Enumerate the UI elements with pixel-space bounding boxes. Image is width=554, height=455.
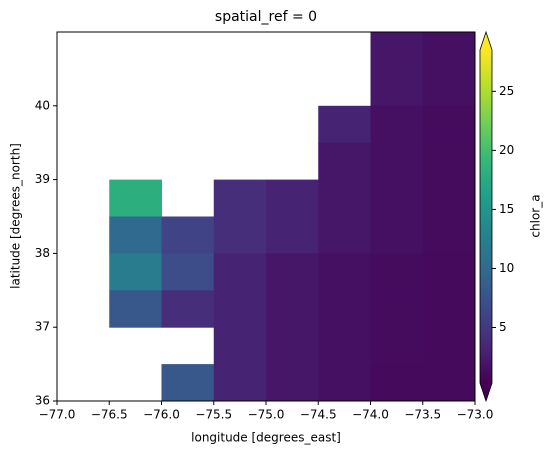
heat-cell	[318, 179, 371, 217]
heat-cell	[370, 68, 424, 107]
heat-cell	[109, 253, 162, 291]
heat-cell	[370, 364, 424, 402]
heat-cell	[422, 364, 476, 402]
x-tick-label: −75.0	[248, 408, 285, 422]
heat-cell	[266, 364, 319, 402]
colorbar-tick-label: 5	[499, 320, 507, 334]
heat-cell	[266, 327, 319, 365]
heat-cell	[422, 68, 476, 107]
heat-cell	[370, 179, 424, 217]
heat-cell	[422, 327, 476, 365]
heat-cell	[213, 253, 267, 291]
x-tick-label: −76.0	[143, 408, 180, 422]
heat-cell	[266, 216, 319, 254]
heat-cell	[422, 32, 476, 70]
heat-cell	[422, 216, 476, 254]
colorbar-tick-label: 10	[499, 261, 514, 275]
x-tick-label: −74.5	[300, 408, 337, 422]
heat-cell	[370, 216, 424, 254]
heat-cell	[213, 327, 267, 365]
heat-cell	[161, 364, 215, 402]
heat-cell	[422, 142, 476, 181]
heat-cell	[109, 216, 162, 254]
heat-cell	[213, 290, 267, 328]
y-tick-label: 40	[35, 98, 50, 112]
heat-cell	[370, 32, 424, 70]
colorbar-tick-label: 25	[499, 84, 514, 98]
heat-cell	[422, 105, 476, 144]
heat-cell	[266, 253, 319, 291]
heat-cell	[370, 142, 424, 181]
heat-cell	[370, 105, 424, 144]
heat-cell	[318, 290, 371, 328]
x-tick-label: −77.0	[39, 408, 76, 422]
heat-cell	[161, 290, 215, 328]
heat-cell	[213, 364, 267, 402]
colorbar-extend-bottom	[480, 383, 492, 401]
heat-cell	[213, 216, 267, 254]
heat-cell	[213, 179, 267, 217]
heat-cell	[318, 105, 371, 144]
heat-cell	[318, 216, 371, 254]
heat-cell	[161, 216, 215, 254]
y-axis-label: latitude [degrees_north]	[9, 143, 23, 289]
x-tick-label: −74.0	[352, 408, 389, 422]
y-tick-label: 39	[35, 172, 50, 186]
heat-cell	[422, 253, 476, 291]
chart-title: spatial_ref = 0	[215, 9, 317, 25]
heat-cell	[266, 179, 319, 217]
heat-cell	[318, 327, 371, 365]
colorbar-tick-label: 20	[499, 143, 514, 157]
colorbar-label: chlor_a	[529, 194, 543, 237]
heat-cell	[318, 253, 371, 291]
heat-cell	[370, 290, 424, 328]
x-axis-label: longitude [degrees_east]	[191, 431, 341, 445]
heat-cell	[318, 364, 371, 402]
x-tick-label: −75.5	[195, 408, 232, 422]
heat-cell	[109, 179, 162, 217]
y-tick-label: 36	[35, 394, 50, 408]
colorbar-extend-top	[480, 32, 492, 50]
heat-cell	[422, 290, 476, 328]
colorbar	[480, 50, 492, 383]
heat-cell	[422, 179, 476, 217]
x-tick-label: −73.5	[404, 408, 441, 422]
heat-cell	[370, 327, 424, 365]
heat-cell	[318, 142, 371, 181]
y-tick-label: 37	[35, 320, 50, 334]
x-tick-label: −73.0	[457, 408, 494, 422]
x-tick-label: −76.5	[91, 408, 128, 422]
heat-cell	[109, 290, 162, 328]
heat-cell	[370, 253, 424, 291]
y-tick-label: 38	[35, 246, 50, 260]
heat-cell	[161, 253, 215, 291]
heat-cell	[266, 290, 319, 328]
colorbar-tick-label: 15	[499, 202, 514, 216]
colorbar-frame	[479, 30, 493, 403]
